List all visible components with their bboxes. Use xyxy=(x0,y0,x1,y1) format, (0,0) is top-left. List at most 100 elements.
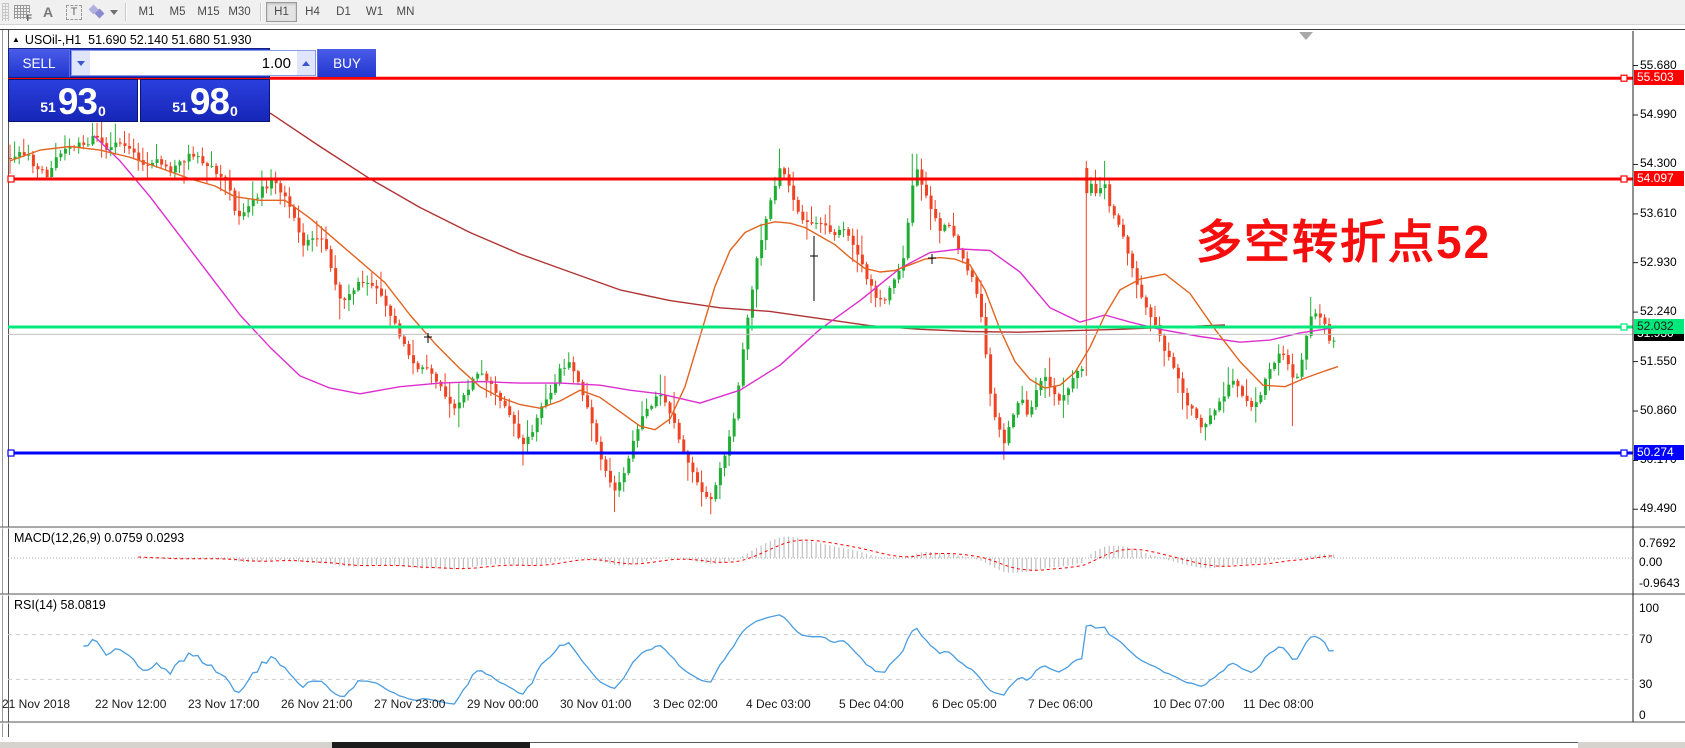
time-axis-label: 23 Nov 17:00 xyxy=(188,697,260,711)
text-tool-button[interactable]: A xyxy=(36,2,60,22)
chart-annotation-text[interactable]: 多空转折点52 xyxy=(1196,216,1492,268)
candle-body xyxy=(325,239,329,250)
candle-body xyxy=(769,200,773,219)
volume-stepper xyxy=(71,50,316,76)
candle-body xyxy=(292,206,296,218)
candle-body xyxy=(984,316,988,355)
timeframe-button-w1[interactable]: W1 xyxy=(365,6,384,18)
candle-body xyxy=(274,180,278,184)
chart-shift-marker-icon[interactable] xyxy=(1299,32,1313,40)
toolbar-separator xyxy=(125,3,126,21)
buy-button[interactable]: BUY xyxy=(317,49,376,77)
candle-body xyxy=(228,180,232,191)
buy-price-int: 51 xyxy=(172,99,188,115)
candle-body xyxy=(347,294,351,301)
candle-body xyxy=(888,287,892,301)
candle-body xyxy=(810,222,814,224)
candle-body xyxy=(920,169,924,185)
candle-body xyxy=(700,482,704,493)
candle-body xyxy=(1030,406,1034,415)
candle-body xyxy=(494,383,498,393)
hline-handle[interactable] xyxy=(1620,175,1628,183)
candle-body xyxy=(1103,184,1107,189)
candle-body xyxy=(535,417,539,433)
candle-body xyxy=(485,373,489,381)
candle-body xyxy=(677,422,681,440)
sell-price-button[interactable]: 51 93 0 xyxy=(8,79,138,122)
candle-body xyxy=(1108,184,1112,207)
candle-body xyxy=(558,368,562,384)
candle-body xyxy=(86,144,90,146)
buy-price-button[interactable]: 51 98 0 xyxy=(140,79,270,122)
candle-body xyxy=(306,239,310,246)
hline-handle[interactable] xyxy=(7,449,15,457)
candle-body xyxy=(815,223,819,225)
timeframe-button-d1[interactable]: D1 xyxy=(336,6,351,18)
candle-body xyxy=(334,267,338,285)
timeframe-button-h4[interactable]: H4 xyxy=(305,6,320,18)
hline-handle[interactable] xyxy=(1620,323,1628,331)
candle-body xyxy=(361,281,365,284)
candle-body xyxy=(430,368,434,374)
volume-input[interactable] xyxy=(90,51,297,75)
candle-body xyxy=(251,198,255,207)
symbol-marker-icon: ▲ xyxy=(12,35,20,44)
volume-increment-button[interactable] xyxy=(297,51,315,75)
candle-body xyxy=(572,362,576,372)
candle-body xyxy=(1190,405,1194,409)
candle-body xyxy=(1222,396,1226,402)
candle-body xyxy=(96,135,100,138)
timeframe-button-mn[interactable]: MN xyxy=(396,6,415,18)
sell-price-pips: 93 xyxy=(57,81,98,122)
sell-button[interactable]: SELL xyxy=(9,49,70,77)
dropdown-caret-icon xyxy=(110,9,118,15)
hline-handle[interactable] xyxy=(1620,74,1628,82)
candle-body xyxy=(659,394,663,397)
candle-body xyxy=(512,414,516,424)
candle-body xyxy=(1286,355,1290,365)
candle-body xyxy=(682,439,686,452)
timeframe-button-h1[interactable]: H1 xyxy=(266,2,297,22)
candle-body xyxy=(1227,384,1231,397)
price-tick-label: 54.300 xyxy=(1640,156,1677,171)
candle-body xyxy=(1259,395,1263,403)
candle-body xyxy=(36,166,40,170)
indicator-tick-label: 100 xyxy=(1639,601,1660,615)
hline-handle[interactable] xyxy=(1620,449,1628,457)
timeframe-button-m30[interactable]: M30 xyxy=(228,6,251,18)
candle-body xyxy=(457,402,461,409)
timeframe-button-m15[interactable]: M15 xyxy=(197,6,220,18)
candle-body xyxy=(714,485,718,500)
hline-handle[interactable] xyxy=(7,175,15,183)
candle-body xyxy=(622,473,626,483)
candle-body xyxy=(13,156,17,159)
candle-body xyxy=(828,225,832,232)
cursor-cross-icon xyxy=(928,254,936,264)
time-axis-label: 4 Dec 03:00 xyxy=(746,697,811,711)
candle-body xyxy=(302,232,306,246)
candle-body xyxy=(1158,324,1162,336)
candle-body xyxy=(783,168,787,175)
bottom-panel-dark-segment xyxy=(332,742,530,748)
candle-body xyxy=(856,244,860,255)
shapes-tool-button[interactable] xyxy=(88,2,119,22)
candle-body xyxy=(1332,340,1336,342)
text-label-tool-button[interactable]: T xyxy=(62,2,86,22)
volume-decrement-button[interactable] xyxy=(72,51,90,75)
time-axis-label: 10 Dec 07:00 xyxy=(1153,697,1225,711)
candle-body xyxy=(1318,313,1322,318)
toolbar-grip[interactable] xyxy=(2,3,9,21)
candle-body xyxy=(1328,323,1332,341)
candle-body xyxy=(233,190,237,211)
candle-body xyxy=(366,282,370,284)
timeframe-button-m5[interactable]: M5 xyxy=(169,6,186,18)
candle-body xyxy=(1012,414,1016,428)
price-tick-label: 53.610 xyxy=(1640,205,1677,220)
chart-window: ▲ USOil-,H1 51.690 52.140 51.680 51.930 S… xyxy=(0,29,1685,743)
chart-canvas[interactable] xyxy=(0,30,1685,743)
crosshair-grid-tool-button[interactable]: F xyxy=(10,2,34,23)
candle-body xyxy=(567,362,571,368)
candle-body xyxy=(1282,353,1286,356)
timeframe-button-m1[interactable]: M1 xyxy=(138,6,155,18)
text-tool-icon: A xyxy=(42,4,54,20)
